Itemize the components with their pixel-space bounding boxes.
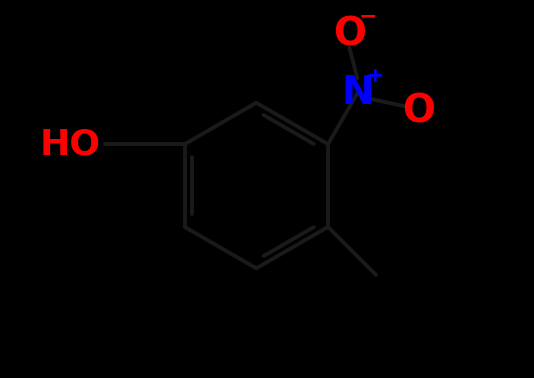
Text: O: O: [402, 93, 435, 131]
Text: HO: HO: [39, 127, 100, 161]
Text: N: N: [341, 74, 374, 112]
Text: −: −: [359, 7, 378, 27]
Text: O: O: [333, 15, 366, 54]
Text: +: +: [365, 66, 384, 86]
